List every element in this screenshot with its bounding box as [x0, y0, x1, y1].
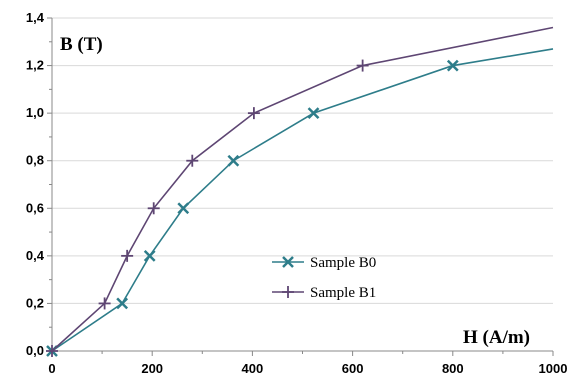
x-tick-label: 200: [141, 361, 163, 376]
data-point-sample-b1: [121, 249, 134, 262]
data-point-sample-b1: [147, 202, 160, 215]
x-tick-label: 400: [242, 361, 264, 376]
marker-stroke: [116, 297, 129, 310]
y-tick-label: 0,0: [26, 343, 44, 358]
x-tick-label: 1000: [539, 361, 568, 376]
data-point-sample-b0: [227, 154, 240, 167]
marker-stroke: [307, 107, 320, 120]
y-tick-label: 0,2: [26, 295, 44, 310]
marker-stroke: [446, 59, 459, 72]
legend-label-sample-b1: Sample B1: [310, 285, 376, 301]
series-line-sample-b1: [51, 26, 554, 352]
legend: Sample B0 Sample B1: [272, 255, 376, 301]
legend-marker-sample-b1: [282, 286, 294, 298]
axis-layer: 0,0 0,2 0,4 0,6 0,8 1,0 1,2 1,4 0 200 400 600 800 100…: [26, 10, 568, 376]
grid-layer: [52, 17, 553, 304]
y-tick-label: 0,4: [26, 248, 45, 263]
y-tick-label: 0,6: [26, 200, 44, 215]
marker-stroke: [177, 202, 190, 215]
data-point-sample-b1: [247, 107, 260, 120]
legend-label-sample-b0: Sample B0: [310, 255, 376, 271]
x-tick-label: 800: [442, 361, 464, 376]
data-point-sample-b0: [446, 59, 459, 72]
data-point-sample-b1: [46, 345, 58, 357]
x-tick-label: 0: [48, 361, 55, 376]
data-point-sample-b1: [356, 59, 369, 72]
y-tick-label: 0,8: [26, 153, 44, 168]
data-point-sample-b1: [186, 154, 199, 167]
series-line-sample-b0: [51, 48, 554, 352]
y-tick-label: 1,0: [26, 105, 44, 120]
marker-stroke: [227, 154, 240, 167]
marker-stroke: [143, 249, 156, 262]
data-point-sample-b0: [143, 249, 156, 262]
data-point-sample-b0: [116, 297, 129, 310]
legend-marker-sample-b0: [282, 256, 294, 268]
x-tick-label: 600: [342, 361, 364, 376]
data-point-sample-b1: [98, 297, 111, 310]
y-axis-title: B (T): [60, 34, 103, 55]
data-point-sample-b0: [307, 107, 320, 120]
x-axis-title: H (A/m): [463, 327, 530, 348]
y-tick-label: 1,4: [26, 10, 45, 25]
y-tick-label: 1,2: [26, 58, 44, 73]
marker-stroke: [282, 256, 294, 268]
data-point-sample-b0: [177, 202, 190, 215]
series-layer: [46, 26, 554, 357]
